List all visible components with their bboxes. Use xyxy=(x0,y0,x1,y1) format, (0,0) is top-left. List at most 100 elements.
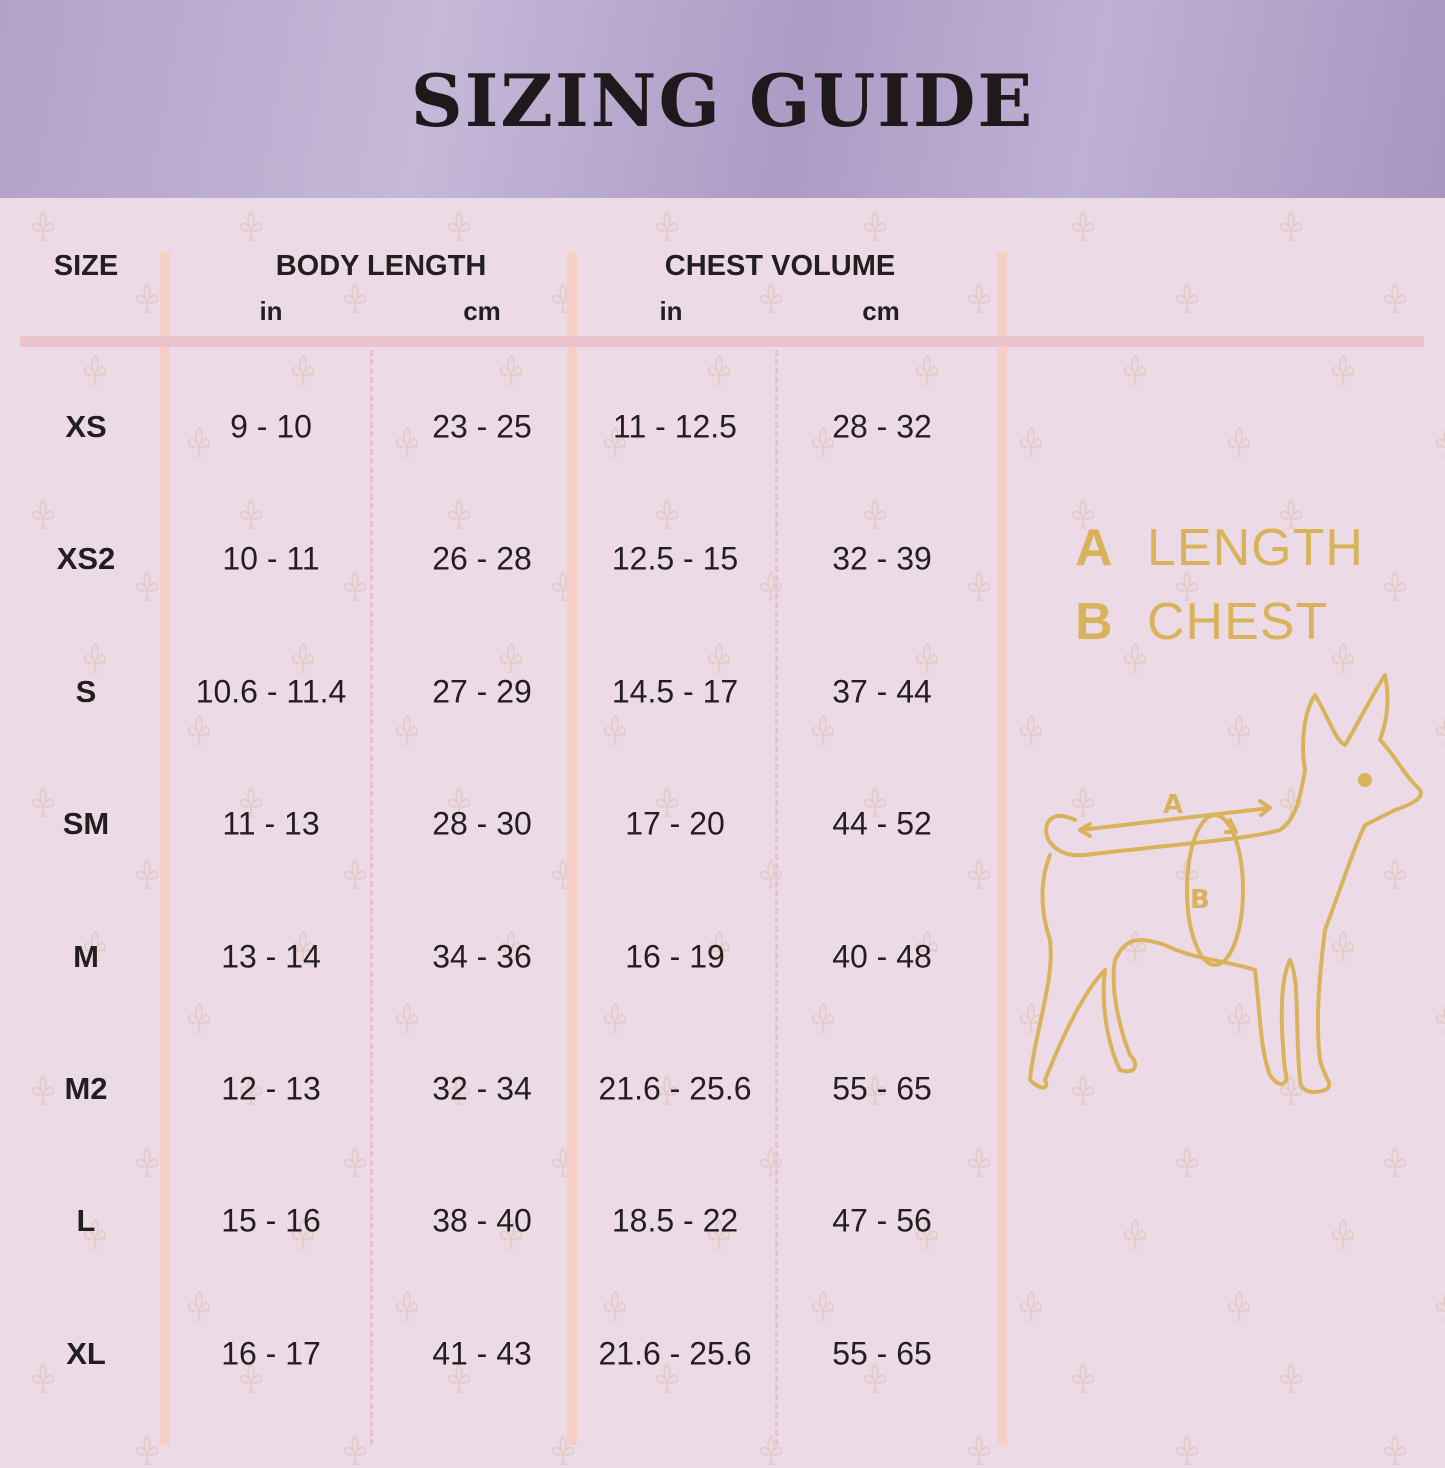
fleur-de-lis-icon xyxy=(1072,210,1094,241)
unit-chest-cm: cm xyxy=(862,296,900,326)
cell-body-cm: 34 - 36 xyxy=(432,938,532,975)
cell-body-cm: 26 - 28 xyxy=(432,540,532,577)
fleur-de-lis-icon xyxy=(188,1002,210,1033)
cell-chest-in: 17 - 20 xyxy=(625,805,725,842)
fleur-de-lis-icon xyxy=(448,786,470,817)
fleur-de-lis-icon xyxy=(84,354,106,385)
fleur-de-lis-icon xyxy=(240,210,262,241)
fleur-de-lis-icon xyxy=(448,1074,470,1105)
fleur-de-lis-icon xyxy=(32,1362,54,1393)
fleur-de-lis-icon xyxy=(1176,282,1198,313)
fleur-de-lis-icon xyxy=(396,1002,418,1033)
fleur-de-lis-icon xyxy=(448,498,470,529)
fleur-de-lis-icon xyxy=(1384,1434,1406,1465)
fleur-de-lis-icon xyxy=(292,930,314,961)
header-size: SIZE xyxy=(53,250,119,282)
fleur-de-lis-icon xyxy=(656,498,678,529)
fleur-de-lis-icon xyxy=(812,714,834,745)
fleur-de-lis-icon xyxy=(708,642,730,673)
cell-body-cm: 41 - 43 xyxy=(432,1335,532,1372)
cell-body-cm: 32 - 34 xyxy=(432,1070,532,1107)
fleur-de-lis-icon xyxy=(864,786,886,817)
fleur-de-lis-icon xyxy=(1384,1146,1406,1177)
unit-chest-in: in xyxy=(659,296,683,326)
fleur-de-lis-icon xyxy=(84,1218,106,1249)
fleur-de-lis-icon xyxy=(448,210,470,241)
cell-chest-cm: 55 - 65 xyxy=(832,1335,932,1372)
fleur-de-lis-icon xyxy=(344,1434,366,1465)
fleur-de-lis-icon xyxy=(656,210,678,241)
fleur-de-lis-icon xyxy=(396,426,418,457)
fleur-de-lis-icon xyxy=(1228,1002,1250,1033)
fleur-de-lis-icon xyxy=(1176,1434,1198,1465)
fleur-de-lis-icon xyxy=(240,1074,262,1105)
cell-body-in: 9 - 10 xyxy=(230,408,312,445)
dog-label-a: A xyxy=(1163,790,1183,820)
fleur-de-lis-icon xyxy=(32,1074,54,1105)
cell-body-in: 16 - 17 xyxy=(221,1335,321,1372)
fleur-de-lis-icon xyxy=(136,1434,158,1465)
cell-chest-cm: 37 - 44 xyxy=(832,673,932,710)
fleur-de-lis-icon xyxy=(1020,426,1042,457)
size-label: L xyxy=(76,1203,96,1239)
cell-chest-in: 12.5 - 15 xyxy=(611,540,739,577)
fleur-de-lis-icon xyxy=(1436,1005,1445,1033)
cell-chest-in: 14.5 - 17 xyxy=(611,673,739,710)
header-rule xyxy=(20,336,1424,347)
cell-body-in: 12 - 13 xyxy=(221,1070,321,1107)
cell-chest-cm: 32 - 39 xyxy=(832,540,932,577)
size-label: XL xyxy=(66,1335,106,1371)
fleur-de-lis-icon xyxy=(1176,1146,1198,1177)
legend-letter: A xyxy=(1075,519,1114,577)
fleur-de-lis-icon xyxy=(1020,1290,1042,1321)
fleur-de-lis-icon xyxy=(656,1362,678,1393)
fleur-de-lis-icon xyxy=(1436,717,1445,745)
dashed-divider xyxy=(370,350,373,1445)
fleur-de-lis-icon xyxy=(916,354,938,385)
dog-measurement-icon: A B xyxy=(1028,673,1423,1094)
header-banner: SIZING GUIDE xyxy=(0,0,1445,198)
fleur-de-lis-icon xyxy=(500,354,522,385)
legend-length: A LENGTH xyxy=(1075,518,1364,578)
legend-label: LENGTH xyxy=(1147,519,1364,577)
cell-body-in: 15 - 16 xyxy=(221,1202,321,1239)
size-label: SM xyxy=(62,806,110,842)
fleur-de-lis-icon xyxy=(708,354,730,385)
fleur-de-lis-icon xyxy=(188,426,210,457)
fleur-de-lis-icon xyxy=(188,1290,210,1321)
cell-body-in: 10.6 - 11.4 xyxy=(195,673,347,710)
fleur-de-lis-icon xyxy=(1332,930,1354,961)
cell-body-cm: 28 - 30 xyxy=(432,805,532,842)
cell-chest-in: 16 - 19 xyxy=(625,938,725,975)
fleur-de-lis-icon xyxy=(760,1434,782,1465)
fleur-de-lis-icon xyxy=(344,282,366,313)
fleur-de-lis-icon xyxy=(1072,786,1094,817)
dog-label-b: B xyxy=(1190,885,1210,915)
fleur-de-lis-icon xyxy=(84,642,106,673)
header-body-length: BODY LENGTH xyxy=(275,250,487,282)
cell-chest-in: 21.6 - 25.6 xyxy=(598,1070,752,1107)
fleur-de-lis-icon xyxy=(1332,642,1354,673)
fleur-de-lis-icon xyxy=(1436,429,1445,457)
fleur-de-lis-icon xyxy=(916,1218,938,1249)
fleur-de-lis-icon xyxy=(1384,282,1406,313)
fleur-de-lis-icon xyxy=(292,1218,314,1249)
fleur-de-lis-icon xyxy=(604,714,626,745)
cell-body-cm: 23 - 25 xyxy=(432,408,532,445)
fleur-de-lis-icon xyxy=(1384,570,1406,601)
fleur-de-lis-icon xyxy=(344,858,366,889)
fleur-de-lis-icon xyxy=(240,1362,262,1393)
fleur-de-lis-icon xyxy=(1072,1362,1094,1393)
fleur-de-lis-icon xyxy=(1072,1074,1094,1105)
cell-chest-cm: 55 - 65 xyxy=(832,1070,932,1107)
fleur-de-lis-icon xyxy=(136,282,158,313)
cell-chest-cm: 47 - 56 xyxy=(832,1202,932,1239)
header-chest-volume: CHEST VOLUME xyxy=(664,250,896,282)
fleur-de-lis-icon xyxy=(1228,714,1250,745)
fleur-de-lis-icon xyxy=(84,930,106,961)
fleur-de-lis-icon xyxy=(1280,786,1302,817)
fleur-de-lis-icon xyxy=(1124,354,1146,385)
fleur-de-lis-icon xyxy=(656,786,678,817)
fleur-de-lis-icon xyxy=(656,1074,678,1105)
unit-body-in: in xyxy=(259,296,283,326)
